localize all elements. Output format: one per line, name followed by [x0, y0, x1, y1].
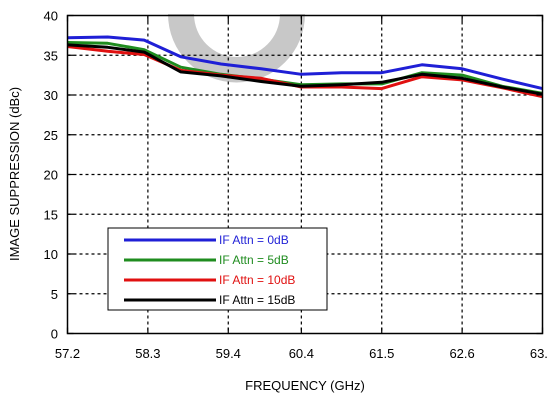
x-tick-label: 58.3 [135, 346, 160, 361]
watermark-arc [168, 14, 305, 83]
y-tick-label: 25 [44, 128, 58, 143]
y-tick-label: 20 [44, 168, 58, 183]
tick-labels: 0 5 10 15 20 25 30 35 40 57.2 58.3 59.4 60.4 61.5 62.6… [44, 9, 548, 362]
y-tick-label: 10 [44, 247, 58, 262]
series-line-0 [67, 35, 543, 91]
y-tick-label: 0 [51, 327, 58, 342]
legend-box [107, 227, 328, 311]
legend-label: IF Attn = 10dB [219, 273, 295, 287]
series-line-3 [67, 43, 543, 96]
x-tick-label: 60.4 [289, 346, 314, 361]
x-tick-label: 57.2 [55, 346, 80, 361]
y-tick-label: 40 [44, 9, 58, 24]
x-axis-title: FREQUENCY (GHz) [245, 378, 365, 393]
legend: IF Attn = 0dB IF Attn = 5dB IF Attn = 10dB… [107, 227, 328, 311]
legend-label: IF Attn = 15dB [219, 293, 295, 307]
legend-label: IF Attn = 0dB [219, 233, 289, 247]
y-tick-label: 5 [51, 287, 58, 302]
x-tick-label: 61.5 [369, 346, 394, 361]
series-line-1 [67, 41, 543, 95]
ticks [66, 14, 544, 335]
series-layer [67, 35, 543, 99]
legend-label: IF Attn = 5dB [219, 253, 289, 267]
y-tick-label: 15 [44, 207, 58, 222]
y-tick-label: 30 [44, 88, 58, 103]
x-tick-label: 59.4 [216, 346, 241, 361]
y-tick-label: 35 [44, 48, 58, 63]
y-axis-title: IMAGE SUPPRESSION (dBc) [7, 87, 22, 261]
x-tick-label: 62.6 [449, 346, 474, 361]
x-tick-label: 63.7 [530, 346, 548, 361]
